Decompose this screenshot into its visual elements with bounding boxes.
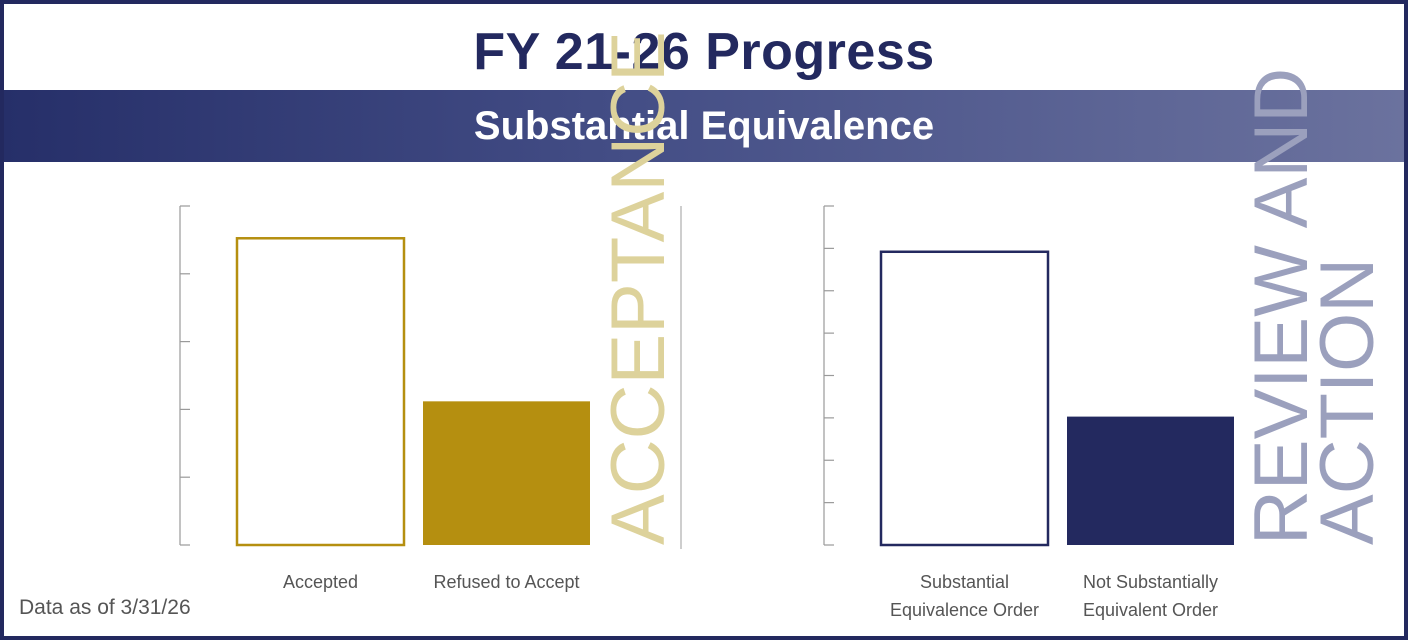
bar [879, 250, 1050, 547]
bar [1067, 416, 1234, 545]
charts-canvas: Accepted Refused to Accept ACCEPTANCE Subst… [179, 31, 1390, 620]
bar [423, 401, 590, 545]
bar [235, 237, 406, 547]
side-section-label: ACCEPTANCE [596, 31, 681, 545]
category-label: Accepted [283, 572, 358, 592]
side-section-label: REVIEW ANDACTION [1239, 68, 1390, 545]
section-banner: Substantial Equivalence [4, 90, 1404, 162]
category-label: Not Substantially Equivalent Order [1083, 572, 1218, 620]
category-label: Substantial Equivalence Order [890, 572, 1039, 620]
category-label: Refused to Accept [433, 572, 579, 592]
page-title: FY 21-26 Progress [473, 23, 935, 81]
data-as-of-note: Data as of 3/31/26 [19, 596, 191, 619]
